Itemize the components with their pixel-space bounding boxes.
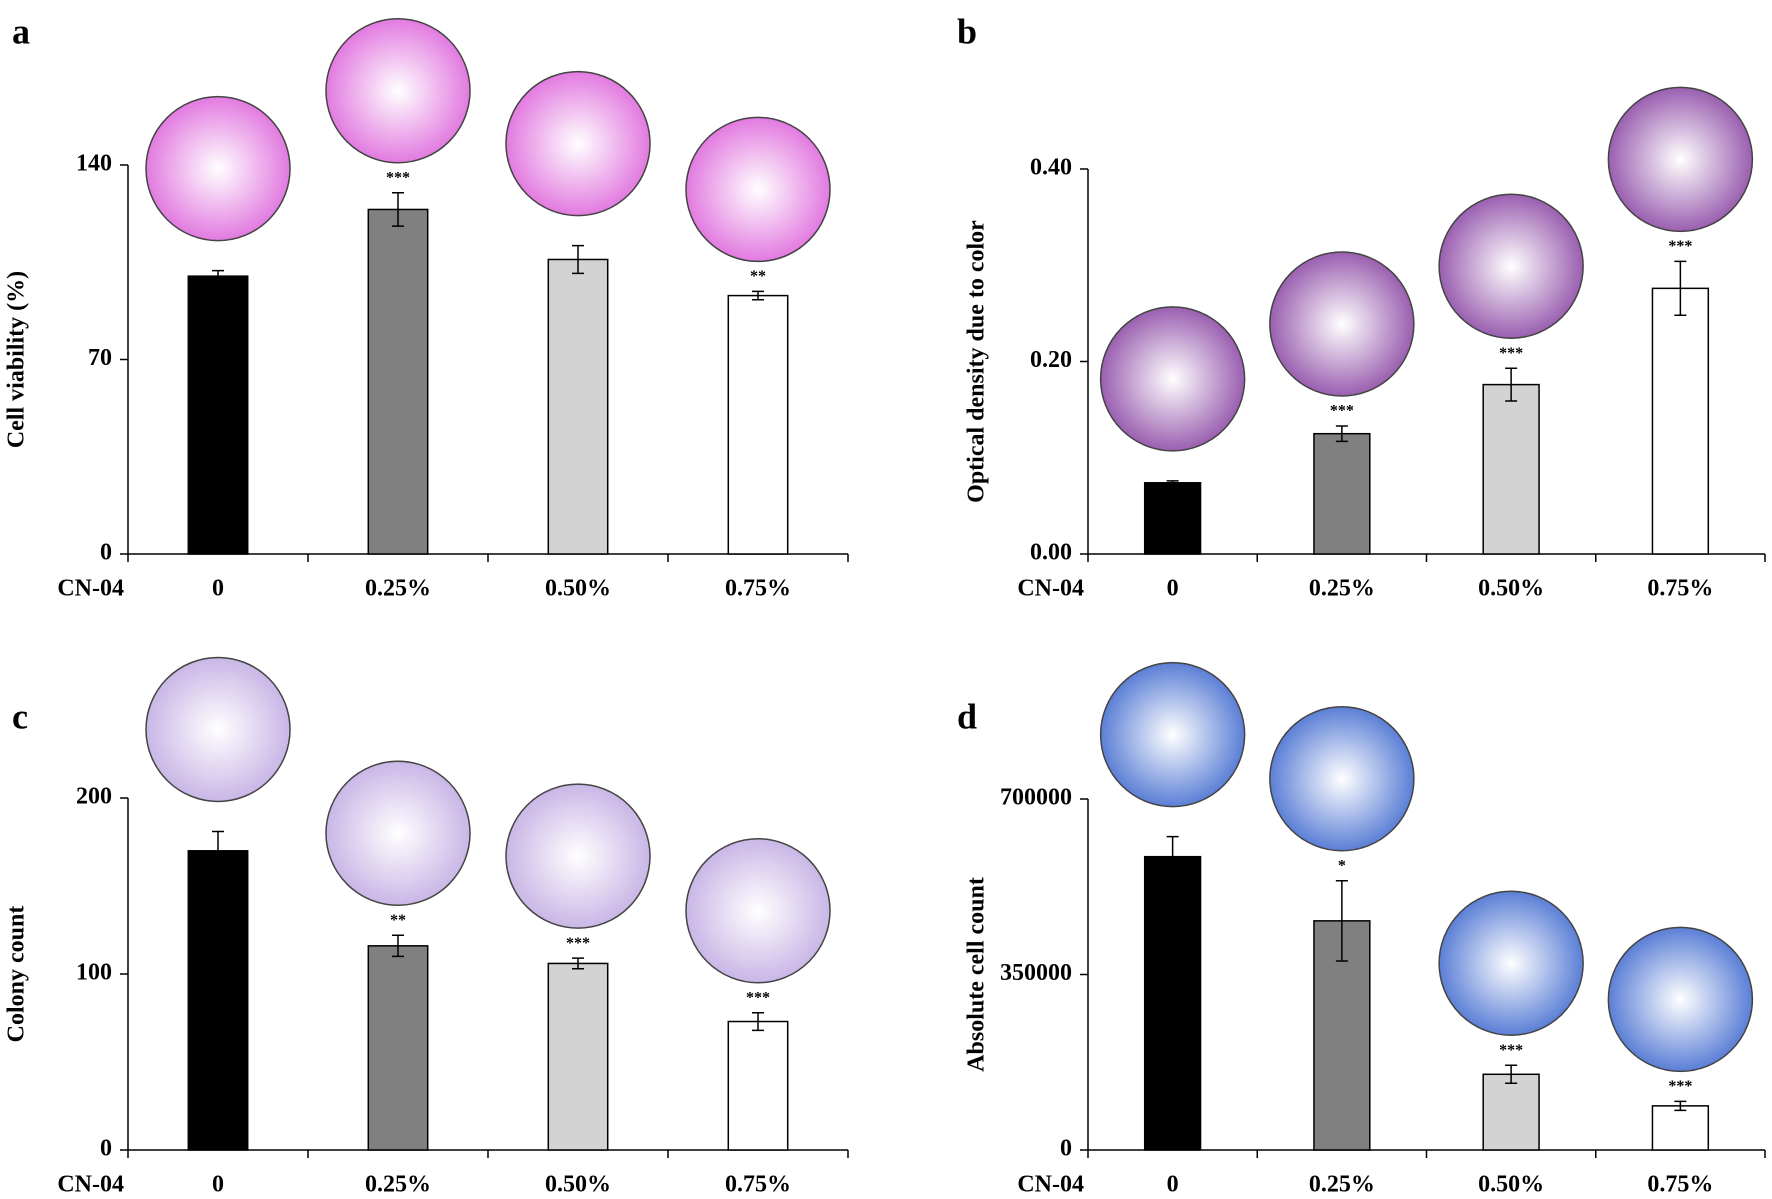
x-tick-label: 0.25% <box>1309 576 1375 602</box>
y-tick-label: 100 <box>76 960 112 986</box>
x-tick-label: 0.25% <box>1309 1172 1375 1198</box>
sample-image <box>1269 705 1415 852</box>
x-tick-label: 0.25% <box>365 1172 431 1198</box>
bar <box>1143 855 1202 1151</box>
panel-label: c <box>12 696 28 736</box>
x-axis-label: CN-04 <box>1017 1172 1084 1198</box>
sample-image <box>1607 86 1754 233</box>
x-axis-label: CN-04 <box>1017 576 1084 602</box>
y-tick-label: 0.20 <box>1030 347 1072 373</box>
error-bar <box>212 269 224 283</box>
y-axis-label: Absolute cell count <box>964 877 990 1072</box>
sample-image <box>1269 251 1415 397</box>
bar <box>727 294 789 555</box>
sample-image <box>685 116 831 263</box>
y-tick-label: 140 <box>76 151 112 177</box>
x-axis-label: CN-04 <box>57 1172 124 1198</box>
significance: *** <box>1668 238 1692 255</box>
significance: *** <box>386 169 410 186</box>
error-bar <box>1166 835 1179 878</box>
y-tick-label: 700000 <box>1000 785 1072 811</box>
x-tick-label: 0.50% <box>1478 576 1544 602</box>
bar <box>187 275 249 555</box>
error-bar <box>1674 260 1687 317</box>
significance: *** <box>1330 403 1354 420</box>
y-tick-label: 0 <box>100 540 112 566</box>
x-tick-label: 0 <box>212 576 224 602</box>
panel-label: b <box>957 11 977 51</box>
bar <box>367 208 429 555</box>
x-tick-label: 0.50% <box>1478 1172 1544 1198</box>
y-tick-label: 200 <box>76 784 112 810</box>
error-bar <box>392 192 404 227</box>
y-axis-label: Optical density due to color <box>964 220 990 503</box>
y-tick-label: 0 <box>1060 1136 1072 1162</box>
bar <box>367 945 429 1151</box>
significance: *** <box>566 935 590 952</box>
x-tick-label: 0.25% <box>365 576 431 602</box>
sample-image <box>505 70 651 217</box>
bar <box>547 962 609 1151</box>
error-bar <box>1505 367 1518 402</box>
significance: * <box>1338 857 1346 874</box>
sample-image <box>1438 890 1584 1037</box>
x-tick-label: 0.75% <box>725 1172 791 1198</box>
sample-image <box>685 837 831 984</box>
bar <box>1143 482 1202 555</box>
sample-image <box>325 760 471 907</box>
sample-image <box>505 783 651 929</box>
panel-label: a <box>12 11 30 51</box>
x-tick-label: 0 <box>1167 1172 1179 1198</box>
sample-image <box>145 656 291 803</box>
significance: ** <box>390 912 406 929</box>
error-bar <box>752 290 764 301</box>
x-axis-label: CN-04 <box>57 576 124 602</box>
x-tick-label: 0.75% <box>1647 576 1713 602</box>
significance: *** <box>1499 1042 1523 1059</box>
significance: ** <box>750 268 766 285</box>
error-bar <box>1674 1100 1687 1112</box>
y-tick-label: 70 <box>88 345 112 371</box>
bar <box>1482 1073 1540 1151</box>
sample-image <box>1438 193 1584 339</box>
sample-image <box>325 18 471 164</box>
significance: *** <box>1499 345 1523 362</box>
error-bar <box>1335 425 1348 443</box>
error-bar <box>212 830 224 871</box>
x-tick-label: 0 <box>1167 576 1179 602</box>
y-axis-label: Colony count <box>4 906 30 1043</box>
significance: *** <box>746 989 770 1006</box>
bar <box>547 258 609 555</box>
y-tick-label: 0.40 <box>1030 155 1072 181</box>
y-tick-label: 350000 <box>1000 960 1072 986</box>
error-bar <box>392 934 404 958</box>
x-tick-label: 0.75% <box>1647 1172 1713 1198</box>
x-tick-label: 0 <box>212 1172 224 1198</box>
x-tick-label: 0.50% <box>545 1172 611 1198</box>
y-axis-label: Cell viability (%) <box>4 271 30 448</box>
bar <box>727 1020 789 1151</box>
y-tick-label: 0 <box>100 1136 112 1162</box>
significance: *** <box>1668 1078 1692 1095</box>
y-tick-label: 0.00 <box>1030 540 1072 566</box>
x-tick-label: 0.75% <box>725 576 791 602</box>
sample-image <box>1099 306 1246 452</box>
bar <box>1651 1105 1710 1151</box>
bar <box>1651 287 1710 555</box>
error-bar <box>572 957 584 970</box>
x-tick-label: 0.50% <box>545 576 611 602</box>
error-bar <box>1166 480 1179 486</box>
sample-image <box>1099 661 1246 808</box>
error-bar <box>572 244 584 275</box>
error-bar <box>1335 879 1348 962</box>
error-bar <box>1505 1064 1518 1085</box>
bar <box>1313 432 1371 555</box>
error-bar <box>752 1011 764 1032</box>
bar <box>187 850 249 1151</box>
sample-image <box>1607 926 1754 1073</box>
bar <box>1482 383 1540 555</box>
panel-label: d <box>957 696 977 736</box>
sample-image <box>145 95 291 242</box>
